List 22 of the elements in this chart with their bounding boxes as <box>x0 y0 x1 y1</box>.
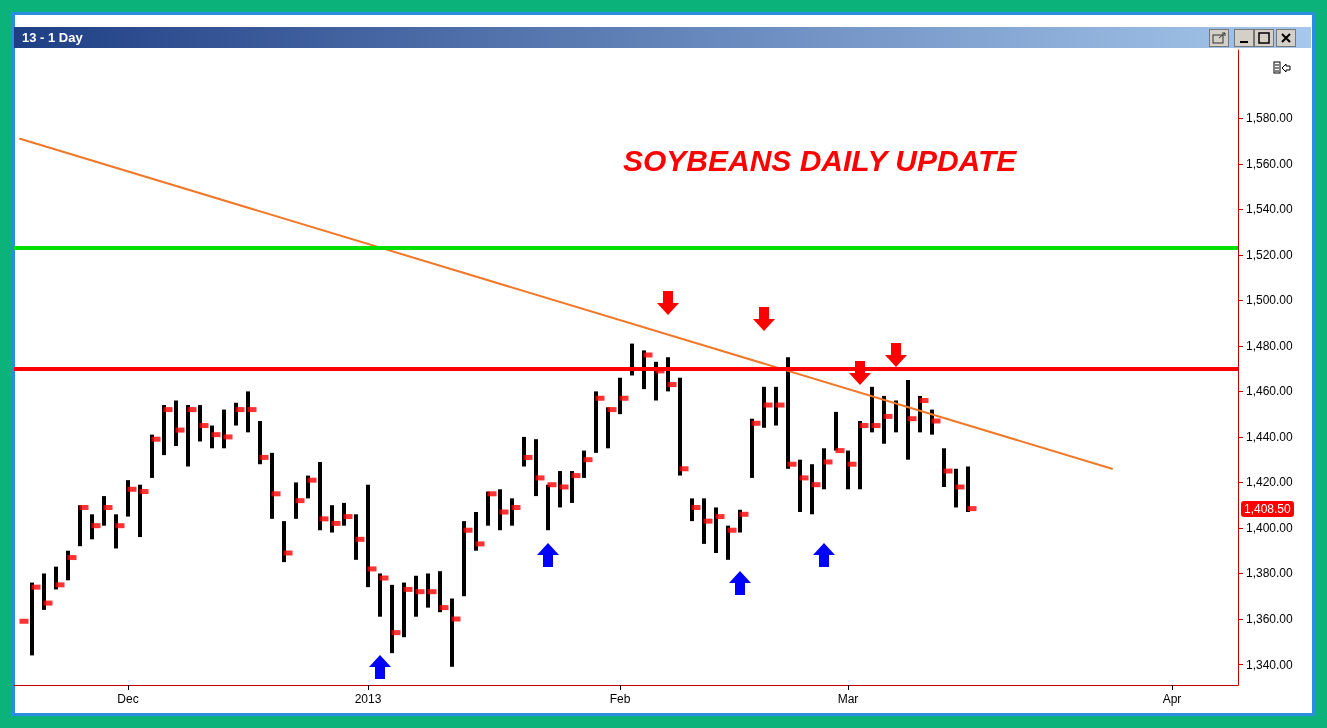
x-tick-label: Feb <box>609 692 631 706</box>
bar <box>894 400 898 433</box>
y-tick-label: 1,580.00 <box>1246 111 1294 126</box>
x-tick-label: Mar <box>837 692 859 706</box>
y-tick-label: 1,480.00 <box>1246 338 1294 353</box>
text: 1,408.50 <box>1241 500 1294 517</box>
y-tick-label: 1,340.00 <box>1246 657 1294 672</box>
y-tick-label: 1,560.00 <box>1246 156 1294 171</box>
y-tick-label: 1,540.00 <box>1246 202 1294 217</box>
y-tick-label: 1,520.00 <box>1246 247 1294 262</box>
y-tick-label: 1,500.00 <box>1246 293 1294 308</box>
x-tick-label: 2013 <box>354 692 382 706</box>
chart-subtitle: 13 - 1 Day <box>22 30 83 45</box>
y-tick-label: 1,460.00 <box>1246 384 1294 399</box>
y-tick-label: 1,440.00 <box>1246 429 1294 444</box>
x-tick-label: Dec <box>117 692 139 706</box>
y-tick-label: 1,380.00 <box>1246 566 1294 581</box>
text: SOYBEANS DAILY UPDATE <box>623 143 1018 177</box>
x-tick-label: Apr <box>1162 692 1182 706</box>
y-tick-label: 1,420.00 <box>1246 475 1294 490</box>
y-tick-label: 1,360.00 <box>1246 612 1294 626</box>
y-tick-label: 1,400.00 <box>1246 520 1294 535</box>
